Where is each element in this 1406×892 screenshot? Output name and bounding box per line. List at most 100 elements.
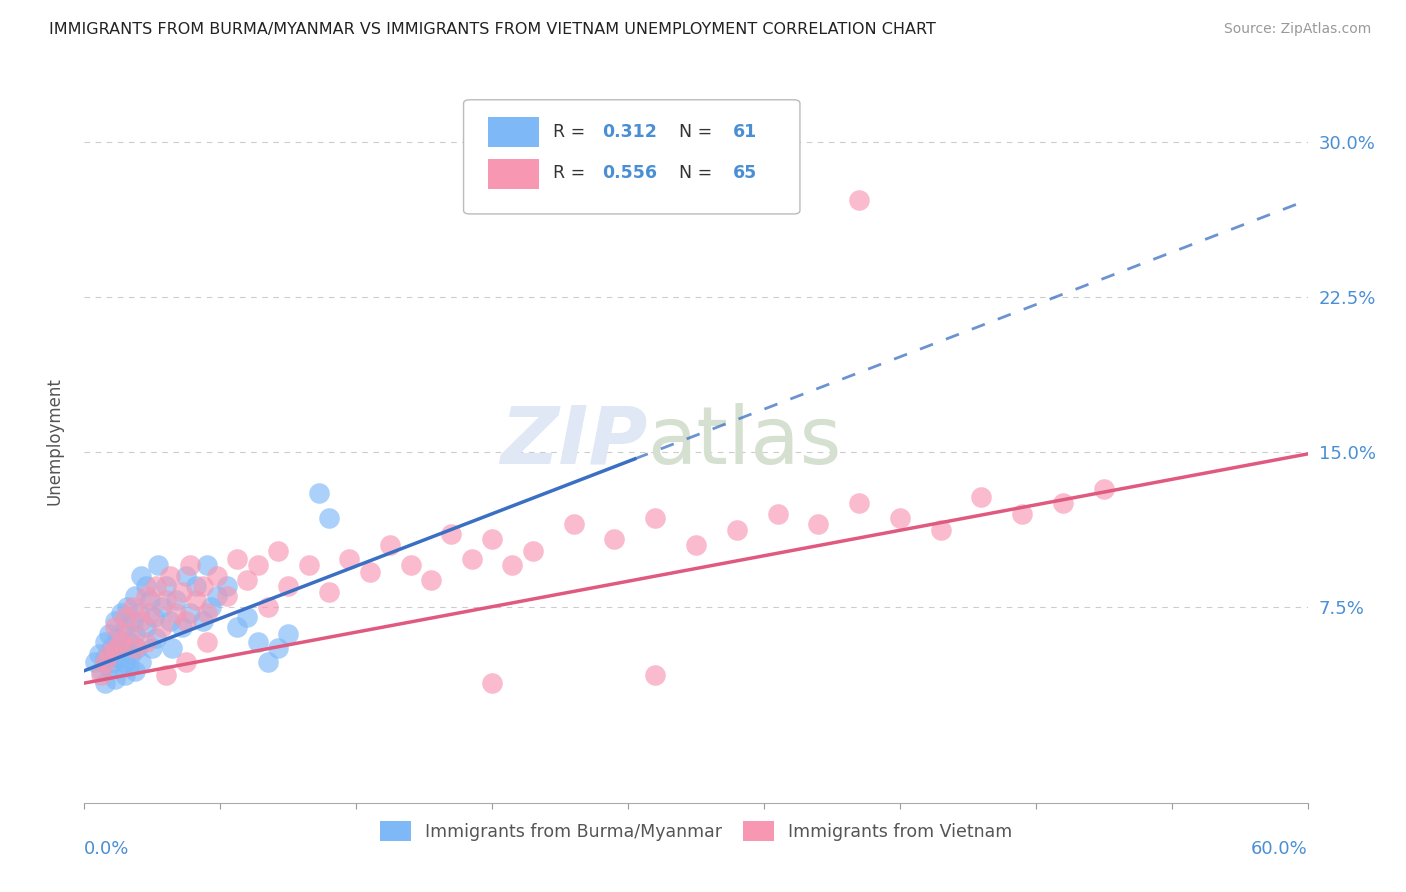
Point: [145, 579, 167, 593]
Point: [481, 676, 503, 690]
Point: [603, 532, 626, 546]
Point: [929, 524, 952, 538]
Point: [138, 593, 160, 607]
Point: [165, 593, 187, 607]
Point: [179, 558, 201, 573]
Point: [104, 643, 127, 657]
Point: [114, 620, 136, 634]
Point: [226, 552, 249, 566]
Point: [118, 626, 141, 640]
Point: [200, 599, 222, 614]
Point: [246, 634, 269, 648]
Point: [93, 656, 115, 670]
Point: [138, 606, 160, 620]
Point: [298, 558, 321, 573]
Text: 65: 65: [733, 164, 756, 183]
Point: [685, 538, 707, 552]
Point: [141, 640, 163, 655]
Point: [359, 565, 381, 579]
Point: [104, 614, 127, 628]
Point: [124, 664, 146, 678]
Point: [124, 626, 146, 640]
FancyBboxPatch shape: [488, 159, 540, 189]
Point: [481, 532, 503, 546]
Point: [155, 668, 177, 682]
Point: [142, 610, 165, 624]
Point: [108, 651, 131, 665]
Point: [122, 599, 145, 614]
Point: [195, 634, 218, 648]
Point: [104, 620, 127, 634]
Point: [970, 490, 993, 504]
Point: [150, 599, 173, 614]
Point: [146, 558, 169, 573]
Point: [150, 620, 173, 634]
Point: [120, 647, 142, 661]
Point: [90, 664, 112, 678]
Point: [118, 659, 141, 673]
Point: [93, 651, 115, 665]
Point: [110, 634, 132, 648]
Point: [174, 568, 197, 582]
Point: [440, 527, 463, 541]
Point: [277, 626, 299, 640]
Point: [145, 631, 167, 645]
Point: [155, 579, 177, 593]
Point: [226, 620, 249, 634]
Point: [100, 640, 122, 655]
Point: [191, 579, 214, 593]
Point: [127, 640, 149, 655]
Point: [105, 631, 128, 645]
Point: [101, 656, 124, 670]
Point: [172, 585, 194, 599]
Point: [115, 599, 138, 614]
Point: [124, 640, 146, 655]
Point: [174, 614, 197, 628]
Text: 0.312: 0.312: [602, 122, 657, 141]
Point: [267, 640, 290, 655]
Point: [522, 544, 544, 558]
Point: [131, 656, 153, 670]
Point: [889, 511, 911, 525]
Point: [97, 626, 120, 640]
Text: R =: R =: [553, 122, 591, 141]
Point: [135, 590, 157, 604]
Point: [186, 579, 208, 593]
Text: atlas: atlas: [647, 402, 841, 481]
Point: [172, 620, 194, 634]
Point: [131, 568, 153, 582]
Point: [83, 656, 105, 670]
Point: [277, 579, 299, 593]
Text: N =: N =: [668, 164, 717, 183]
Text: N =: N =: [668, 122, 717, 141]
Point: [1011, 507, 1033, 521]
Point: [93, 676, 115, 690]
Text: ZIP: ZIP: [499, 402, 647, 481]
Point: [186, 593, 208, 607]
Point: [308, 486, 330, 500]
Point: [562, 517, 585, 532]
Point: [318, 585, 340, 599]
Point: [195, 606, 218, 620]
Point: [114, 668, 136, 682]
Point: [339, 552, 361, 566]
Point: [848, 496, 870, 510]
Point: [114, 656, 136, 670]
Text: 0.0%: 0.0%: [84, 840, 129, 858]
Point: [644, 668, 666, 682]
Point: [246, 558, 269, 573]
Point: [97, 647, 120, 661]
Point: [118, 634, 141, 648]
Text: 0.556: 0.556: [602, 164, 657, 183]
Point: [380, 538, 402, 552]
Point: [217, 579, 239, 593]
Point: [155, 593, 177, 607]
Text: Source: ZipAtlas.com: Source: ZipAtlas.com: [1223, 22, 1371, 37]
Point: [236, 610, 259, 624]
Point: [236, 573, 259, 587]
Text: 61: 61: [733, 122, 756, 141]
Point: [420, 573, 443, 587]
Text: 60.0%: 60.0%: [1251, 840, 1308, 858]
Point: [502, 558, 524, 573]
Point: [257, 599, 280, 614]
